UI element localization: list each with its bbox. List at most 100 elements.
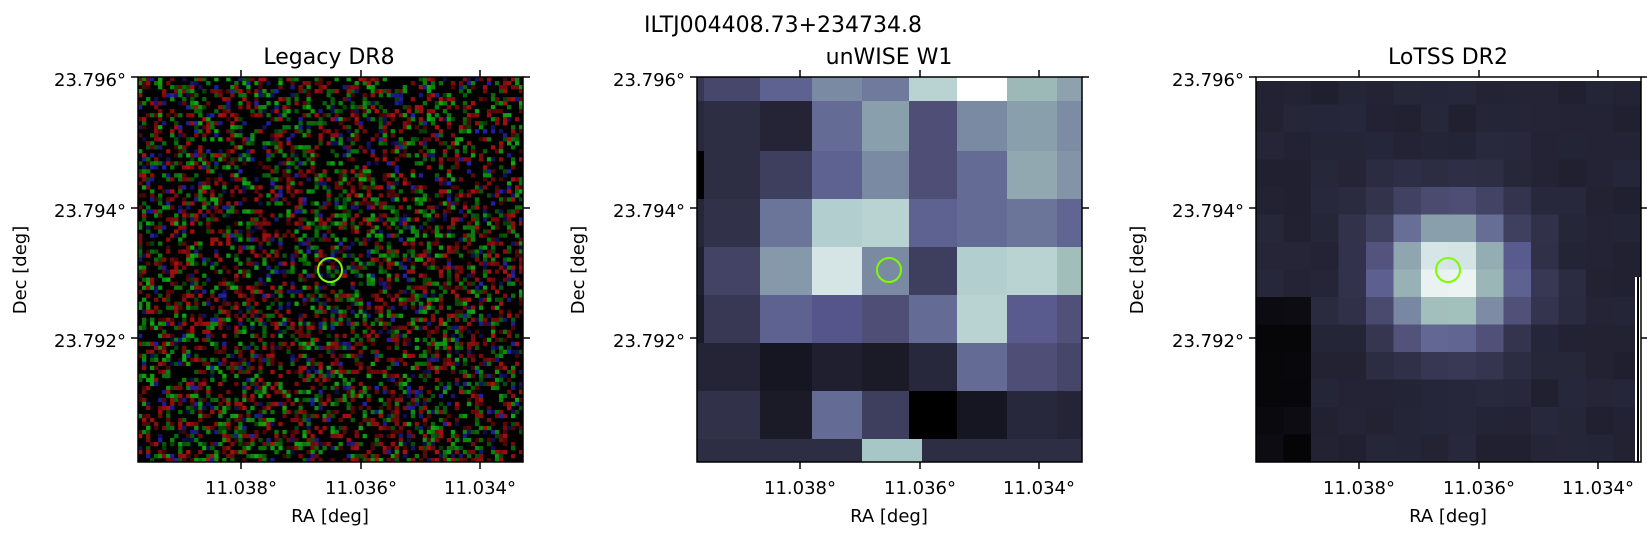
image-pixel xyxy=(250,141,255,146)
image-pixel xyxy=(394,341,399,346)
image-pixel xyxy=(306,297,311,302)
image-pixel xyxy=(254,313,259,318)
image-pixel xyxy=(186,213,191,218)
image-pixel xyxy=(418,201,424,206)
image-pixel xyxy=(812,247,863,296)
image-pixel xyxy=(218,105,223,110)
image-pixel xyxy=(294,413,299,419)
image-pixel xyxy=(438,81,444,86)
image-pixel xyxy=(350,329,355,334)
image-pixel xyxy=(322,309,327,314)
image-pixel xyxy=(166,205,171,210)
image-pixel xyxy=(138,273,143,278)
image-pixel xyxy=(326,341,331,346)
image-pixel xyxy=(418,285,424,290)
image-pixel xyxy=(470,81,476,86)
image-pixel xyxy=(198,385,203,391)
image-pixel xyxy=(194,129,199,134)
image-pixel xyxy=(226,161,231,166)
image-pixel xyxy=(362,401,367,407)
image-pixel xyxy=(438,101,444,106)
image-pixel xyxy=(302,389,307,395)
image-pixel xyxy=(250,113,255,118)
image-pixel xyxy=(218,381,223,387)
image-pixel xyxy=(262,421,267,427)
image-pixel xyxy=(242,301,247,306)
image-pixel xyxy=(166,245,171,250)
image-pixel xyxy=(434,113,440,118)
image-pixel xyxy=(366,109,371,114)
image-pixel xyxy=(190,113,195,118)
image-pixel xyxy=(298,417,303,423)
image-pixel xyxy=(390,389,395,395)
image-pixel xyxy=(162,441,167,447)
image-pixel xyxy=(178,381,183,387)
image-pixel xyxy=(450,433,456,439)
image-pixel xyxy=(1586,434,1614,463)
image-pixel xyxy=(254,189,259,194)
image-pixel xyxy=(382,269,387,274)
image-pixel xyxy=(258,437,263,443)
image-pixel xyxy=(410,297,416,302)
image-pixel xyxy=(202,117,207,122)
image-pixel xyxy=(422,401,428,407)
image-pixel xyxy=(310,161,315,166)
image-pixel xyxy=(1421,187,1449,215)
image-pixel xyxy=(362,261,367,266)
image-pixel xyxy=(414,317,420,322)
image-pixel xyxy=(170,305,175,310)
image-pixel xyxy=(462,93,468,98)
image-pixel xyxy=(334,109,339,114)
image-pixel xyxy=(446,437,452,443)
image-pixel xyxy=(138,249,143,254)
image-pixel xyxy=(334,129,339,134)
image-pixel xyxy=(370,85,375,90)
image-pixel xyxy=(322,321,327,326)
image-pixel xyxy=(142,413,147,419)
image-pixel xyxy=(442,177,448,182)
image-pixel xyxy=(182,173,187,178)
image-pixel xyxy=(446,257,452,262)
image-pixel xyxy=(422,441,428,447)
image-pixel xyxy=(202,357,207,363)
image-pixel xyxy=(394,277,399,282)
image-pixel xyxy=(398,141,403,146)
image-pixel xyxy=(498,297,504,302)
image-pixel xyxy=(506,189,512,194)
image-pixel xyxy=(326,193,331,198)
image-pixel xyxy=(310,165,315,170)
image-pixel xyxy=(202,205,207,210)
image-pixel xyxy=(202,89,207,94)
image-pixel xyxy=(350,385,355,391)
image-pixel xyxy=(182,133,187,138)
image-pixel xyxy=(194,121,199,126)
image-pixel xyxy=(486,157,492,162)
image-pixel xyxy=(466,381,472,387)
image-pixel xyxy=(314,233,319,238)
image-pixel xyxy=(278,77,283,82)
image-pixel xyxy=(510,273,516,278)
image-pixel xyxy=(494,217,500,222)
image-pixel xyxy=(394,337,399,342)
image-pixel xyxy=(202,397,207,403)
image-pixel xyxy=(382,253,387,258)
image-pixel xyxy=(210,333,215,338)
image-pixel xyxy=(378,269,383,274)
image-pixel xyxy=(150,365,155,371)
image-pixel xyxy=(342,173,347,178)
image-pixel xyxy=(182,457,187,463)
image-pixel xyxy=(186,293,191,298)
image-pixel xyxy=(150,341,155,346)
image-pixel xyxy=(498,317,504,322)
image-pixel xyxy=(354,321,359,326)
image-pixel xyxy=(362,237,367,242)
image-pixel xyxy=(1476,104,1504,133)
image-pixel xyxy=(518,101,524,106)
image-pixel xyxy=(422,209,428,214)
image-pixel xyxy=(266,101,271,106)
image-pixel xyxy=(446,225,452,230)
image-pixel xyxy=(254,209,259,214)
image-pixel xyxy=(246,297,251,302)
image-pixel xyxy=(222,397,227,403)
image-pixel xyxy=(478,393,484,399)
